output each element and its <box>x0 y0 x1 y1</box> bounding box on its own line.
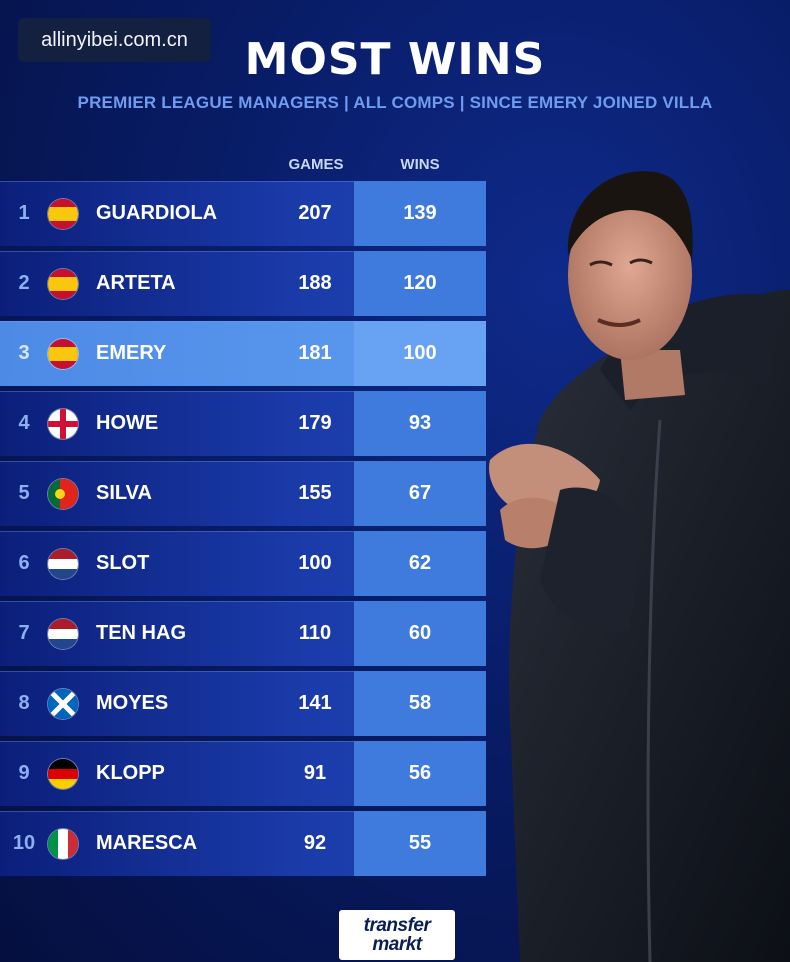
table-row: 4 HOWE 179 93 <box>0 391 486 456</box>
manager-name: HOWE <box>96 412 159 434</box>
netherlands-flag-icon <box>48 618 78 649</box>
germany-flag-icon <box>48 758 78 789</box>
manager-name: GUARDIOLA <box>96 202 218 224</box>
manager-name: SILVA <box>96 482 152 504</box>
wins-value: 139 <box>354 181 486 246</box>
logo-line-1: transfer <box>363 915 431 936</box>
games-value: 207 <box>298 202 332 224</box>
wins-value: 55 <box>354 811 486 876</box>
table-row: 5 SILVA 155 67 <box>0 461 486 526</box>
page-title: MOST WINS <box>244 34 546 85</box>
portugal-flag-icon <box>48 478 78 509</box>
rank: 7 <box>18 622 30 644</box>
manager-name: EMERY <box>96 342 167 364</box>
england-flag-icon <box>48 408 78 439</box>
watermark: allinyibei.com.cn <box>18 18 211 62</box>
netherlands-flag-icon <box>48 548 78 579</box>
table-row: 8 MOYES 141 58 <box>0 671 486 736</box>
rank: 9 <box>18 762 30 784</box>
games-value: 188 <box>298 272 332 294</box>
table-row: 7 TEN HAG 110 60 <box>0 601 486 666</box>
manager-name: ARTETA <box>96 272 176 294</box>
spain-flag-icon <box>48 338 78 369</box>
table-row: 9 KLOPP 91 56 <box>0 741 486 806</box>
rank: 5 <box>18 482 30 504</box>
rank: 1 <box>18 202 30 224</box>
wins-value: 93 <box>354 391 486 456</box>
games-value: 155 <box>298 482 332 504</box>
scotland-flag-icon <box>48 688 78 719</box>
manager-photo <box>489 171 790 962</box>
games-value: 141 <box>298 692 332 714</box>
manager-name: MOYES <box>96 692 169 714</box>
games-column-header: GAMES <box>288 156 344 173</box>
wins-value: 62 <box>354 531 486 596</box>
table-row: 10 MARESCA 92 55 <box>0 811 486 876</box>
manager-name: TEN HAG <box>96 622 186 644</box>
games-value: 110 <box>298 622 332 644</box>
wins-value: 120 <box>354 251 486 316</box>
spain-flag-icon <box>48 268 78 299</box>
rank: 2 <box>18 272 30 294</box>
table-row: 1 GUARDIOLA 207 139 <box>0 181 486 246</box>
wins-value: 56 <box>354 741 486 806</box>
transfermarkt-logo: transfer markt <box>339 910 455 960</box>
spain-flag-icon <box>48 198 78 229</box>
games-value: 91 <box>303 762 327 784</box>
rank: 8 <box>18 692 30 714</box>
rank: 4 <box>18 412 30 434</box>
manager-name: SLOT <box>96 552 150 574</box>
page-subtitle: PREMIER LEAGUE MANAGERS | ALL COMPS | SI… <box>77 93 713 112</box>
rank: 10 <box>12 832 36 854</box>
table-row: 2 ARTETA 188 120 <box>0 251 486 316</box>
games-value: 181 <box>298 342 332 364</box>
wins-value: 67 <box>354 461 486 526</box>
games-value: 100 <box>298 552 332 574</box>
wins-column-header: WINS <box>400 156 440 173</box>
logo-line-2: markt <box>372 934 422 955</box>
rank: 3 <box>18 342 30 364</box>
table-row: 6 SLOT 100 62 <box>0 531 486 596</box>
wins-value: 100 <box>354 321 486 386</box>
table-row: 3 EMERY 181 100 <box>0 321 486 386</box>
manager-name: KLOPP <box>96 762 165 784</box>
games-value: 179 <box>298 412 332 434</box>
games-value: 92 <box>303 832 327 854</box>
manager-name: MARESCA <box>96 832 198 854</box>
italy-flag-icon <box>48 828 78 859</box>
wins-value: 58 <box>354 671 486 736</box>
rank: 6 <box>18 552 30 574</box>
wins-table: 1 GUARDIOLA 207 139 2 ARTETA 188 120 3 EMERY 181 10… <box>0 181 486 881</box>
wins-value: 60 <box>354 601 486 666</box>
